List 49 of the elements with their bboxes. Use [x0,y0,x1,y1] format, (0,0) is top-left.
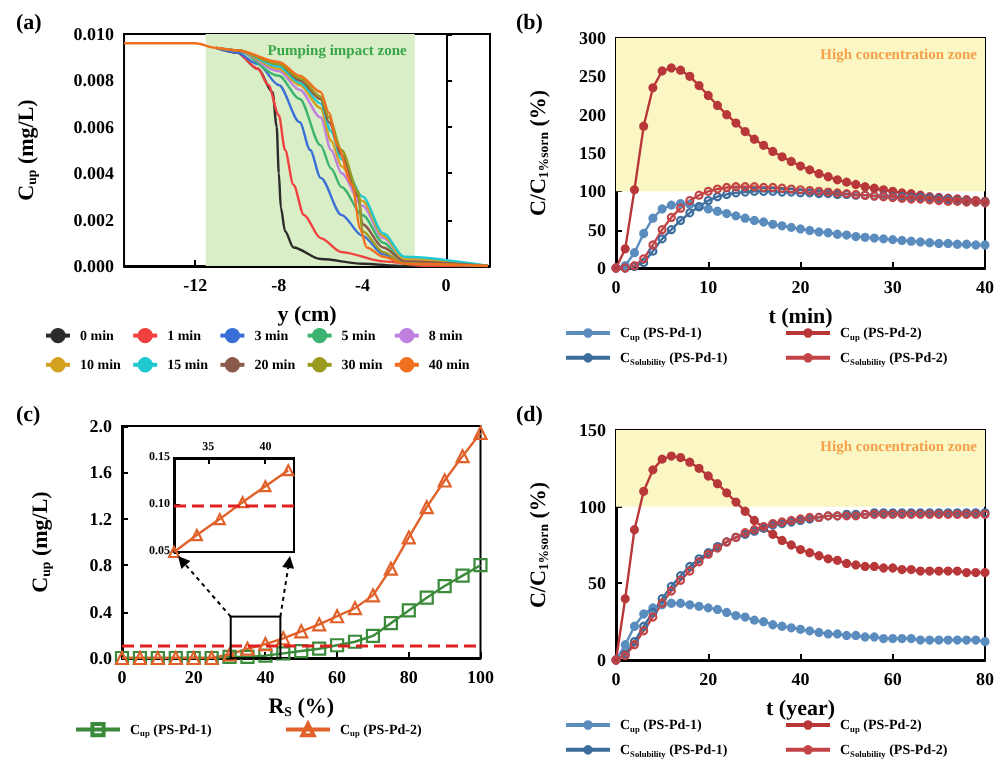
y-tick-label: 0.000 [73,256,116,276]
y-tick-label: 150 [579,143,607,163]
x-tick-label: 40 [976,277,995,297]
x-axis-title: t (year) [765,696,836,721]
y-tick-label: 1.6 [89,462,113,483]
x-tick-label: 30 [883,277,903,297]
y-tick-label: 0.010 [73,24,116,44]
y-tick-label: 0 [597,258,607,278]
chart-title: (b) [516,11,544,35]
y-tick-label: 0.002 [73,209,116,230]
x-tick-label: 20 [791,277,811,297]
y-tick-label: 200 [579,104,607,125]
x-tick-label: -12 [183,275,209,295]
x-tick-label: 60 [328,667,348,687]
y-tick-label: 300 [579,28,607,48]
x-tick-label: -8 [271,275,288,295]
y-tick-label: 50 [588,219,607,240]
x-tick-label: 80 [976,669,995,689]
chart-title: (c) [16,403,42,427]
x-tick-label: 40 [256,667,276,687]
y-tick-label: 0.8 [89,555,113,576]
y-tick-label: 0.008 [73,70,116,91]
y-tick-label: 100 [579,496,607,517]
x-tick-label: -4 [354,275,371,295]
y-tick-label: 0.006 [73,116,116,137]
x-tick-label: 0 [611,277,622,297]
y-tick-label: 250 [579,66,607,87]
chart-title: (d) [516,403,544,427]
x-axis-title: y (cm) [277,302,338,327]
x-tick-label: 20 [184,667,204,687]
x-tick-label: 100 [467,667,495,687]
y-tick-label: 0 [597,650,607,670]
x-tick-label: 20 [699,669,719,689]
y-tick-label: 0.0 [89,648,113,668]
y-tick-label: 0.4 [89,601,113,622]
y-tick-label: 1.2 [89,508,113,529]
y-tick-label: 0.004 [73,163,116,184]
x-tick-label: 80 [399,667,419,687]
x-tick-label: 60 [883,669,903,689]
chart-title: (a) [16,11,43,35]
y-tick-label: 50 [588,573,607,594]
y-tick-label: 100 [579,181,607,202]
x-tick-label: 0 [441,275,452,295]
x-tick-label: 0 [611,669,622,689]
x-tick-label: 10 [699,277,719,297]
x-tick-label: 40 [791,669,811,689]
y-tick-label: 150 [579,420,607,440]
x-axis-title: t (min) [768,304,834,329]
y-tick-label: 2.0 [89,416,113,436]
